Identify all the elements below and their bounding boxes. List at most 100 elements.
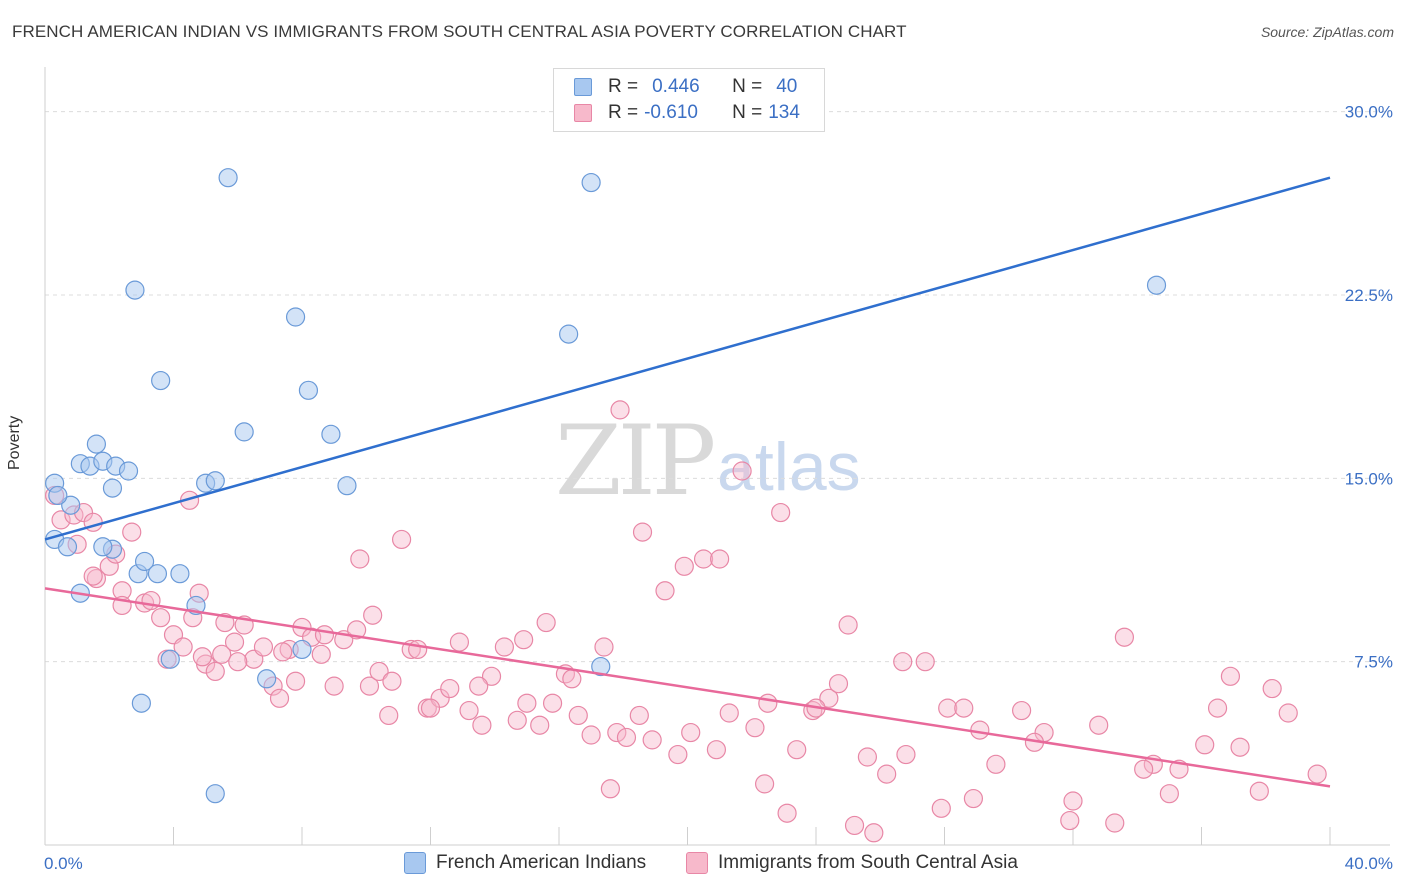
data-point <box>48 485 68 506</box>
y-tick-label: 15.0% <box>1345 469 1393 488</box>
legend-swatch-pink <box>686 852 708 874</box>
data-point <box>1195 735 1215 755</box>
data-point <box>292 639 312 660</box>
axes <box>44 67 1390 846</box>
data-point <box>864 823 884 843</box>
data-point <box>215 612 235 633</box>
data-point <box>719 703 739 723</box>
data-point <box>710 549 730 569</box>
data-point <box>1134 759 1154 779</box>
legend-r-label: R = <box>608 76 639 97</box>
data-point <box>382 671 402 691</box>
data-point <box>273 642 293 662</box>
data-point <box>253 637 274 657</box>
legend-label: Immigrants from South Central Asia <box>718 852 1018 873</box>
data-point <box>745 718 765 738</box>
legend-n-value: 40 <box>776 76 798 97</box>
data-point <box>1089 715 1109 735</box>
data-point <box>86 434 107 454</box>
data-point <box>57 537 78 557</box>
data-point <box>337 476 357 496</box>
data-point <box>93 537 113 557</box>
gridlines <box>45 111 1390 663</box>
legend-r-value: 0.446 <box>652 76 700 97</box>
data-point <box>877 764 897 784</box>
data-point <box>607 722 627 743</box>
data-point <box>681 722 701 743</box>
data-point <box>581 725 601 745</box>
data-point <box>218 168 238 188</box>
data-point <box>1063 791 1083 811</box>
data-point <box>581 172 601 193</box>
data-point <box>298 380 319 400</box>
data-point <box>234 422 254 442</box>
legend-item-french-american-indians[interactable]: French American Indians <box>404 852 646 874</box>
data-point <box>963 788 984 809</box>
data-point <box>481 666 502 686</box>
trend-line-immigrants-south-central-asia <box>44 587 1331 788</box>
data-point <box>285 307 306 327</box>
data-point <box>408 639 428 660</box>
data-point <box>1230 737 1250 757</box>
data-point <box>559 324 579 344</box>
data-point <box>134 551 155 572</box>
x-tick-label: 0.0% <box>44 854 83 873</box>
data-point <box>970 720 990 740</box>
data-point <box>205 784 225 804</box>
data-point <box>430 688 450 708</box>
data-point <box>787 740 807 760</box>
data-point <box>616 727 637 748</box>
data-point <box>102 478 123 498</box>
legend-item-immigrants-south-central-asia[interactable]: Immigrants from South Central Asia <box>686 852 1018 874</box>
y-tick-label: 30.0% <box>1345 103 1393 122</box>
data-point <box>369 661 389 682</box>
data-point <box>530 715 550 735</box>
legend-swatch-blue <box>404 852 426 874</box>
chart-title: FRENCH AMERICAN INDIAN VS IMMIGRANTS FRO… <box>12 22 907 41</box>
data-point <box>1105 813 1125 833</box>
data-point <box>693 549 714 569</box>
legend-n-label: N = <box>732 102 763 123</box>
data-point <box>391 529 412 550</box>
data-point <box>674 556 694 576</box>
legend-swatch-blue <box>574 78 592 96</box>
data-point <box>379 705 399 726</box>
data-point <box>1220 666 1241 686</box>
data-point <box>771 502 791 523</box>
trend-line-french-american-indians <box>44 176 1331 541</box>
watermark-atlas: atlas <box>717 429 861 505</box>
tick-labels: 7.5% 15.0% 22.5% 30.0% 0.0% 40.0% <box>44 103 1393 873</box>
data-point <box>363 605 383 625</box>
data-point <box>1114 627 1135 647</box>
data-point <box>536 612 556 633</box>
data-point <box>125 280 145 300</box>
data-point <box>359 676 380 696</box>
data-point <box>655 581 675 601</box>
data-point <box>321 424 341 444</box>
data-point <box>1262 678 1282 699</box>
legend-row-pink: R = -0.610 N = 134 <box>574 101 800 125</box>
data-point <box>1307 764 1327 784</box>
data-point <box>1249 781 1269 801</box>
data-point <box>350 549 370 569</box>
data-point <box>449 632 470 652</box>
data-point <box>915 652 935 672</box>
data-point <box>562 669 582 689</box>
data-point <box>494 637 514 657</box>
data-point <box>629 705 649 726</box>
data-point <box>192 647 213 667</box>
data-point <box>568 705 588 726</box>
data-point <box>420 698 441 718</box>
data-point <box>1060 810 1080 831</box>
series-french-american-indians <box>45 111 1167 804</box>
data-point <box>1207 698 1228 718</box>
data-point <box>600 779 621 799</box>
data-point <box>147 564 168 584</box>
data-point <box>118 461 139 481</box>
data-point <box>61 495 81 515</box>
data-point <box>610 400 630 420</box>
data-point <box>205 661 225 682</box>
legend-r-value: -0.610 <box>644 102 698 123</box>
data-point <box>469 676 489 696</box>
